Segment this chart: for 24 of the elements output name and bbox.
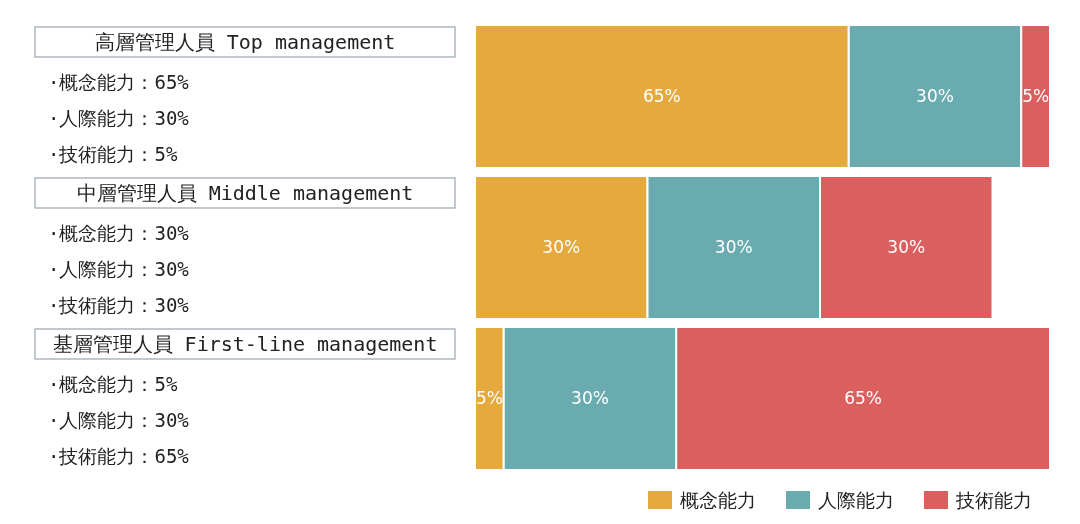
text: ·概念能力：65% — [48, 70, 190, 93]
data-label: 30% — [887, 237, 926, 258]
text: ·技術能力：5% — [48, 142, 178, 165]
text: ·概念能力：30% — [48, 221, 190, 244]
y-tick-label: 基層管理人員 First-line management — [52, 332, 438, 356]
legend-label: 人際能力 — [818, 488, 894, 511]
text: ·人際能力：30% — [48, 408, 190, 431]
series-label: 技術能力 — [955, 488, 1032, 511]
text: ·技術能力：65% — [48, 444, 190, 467]
data-label: 5% — [1022, 86, 1050, 107]
text: ·技術能力：30% — [48, 293, 190, 316]
y-tick-label: 高層管理人員 Top management — [94, 30, 396, 54]
legend-label: 概念能力 — [680, 488, 756, 511]
text: ·概念能力：5% — [48, 372, 178, 395]
data-label: 30% — [571, 388, 609, 409]
data-label: 30% — [542, 237, 581, 258]
text: ·人際能力：30% — [48, 106, 190, 129]
data-label: 30% — [916, 86, 954, 107]
y-tick-label: 中層管理人員 Middle management — [76, 181, 414, 205]
data-label: 30% — [714, 237, 753, 258]
data-label: 5% — [475, 388, 503, 409]
text: ·人際能力：30% — [48, 257, 190, 280]
data-label: 65% — [844, 388, 883, 409]
data-label: 65% — [642, 86, 681, 107]
